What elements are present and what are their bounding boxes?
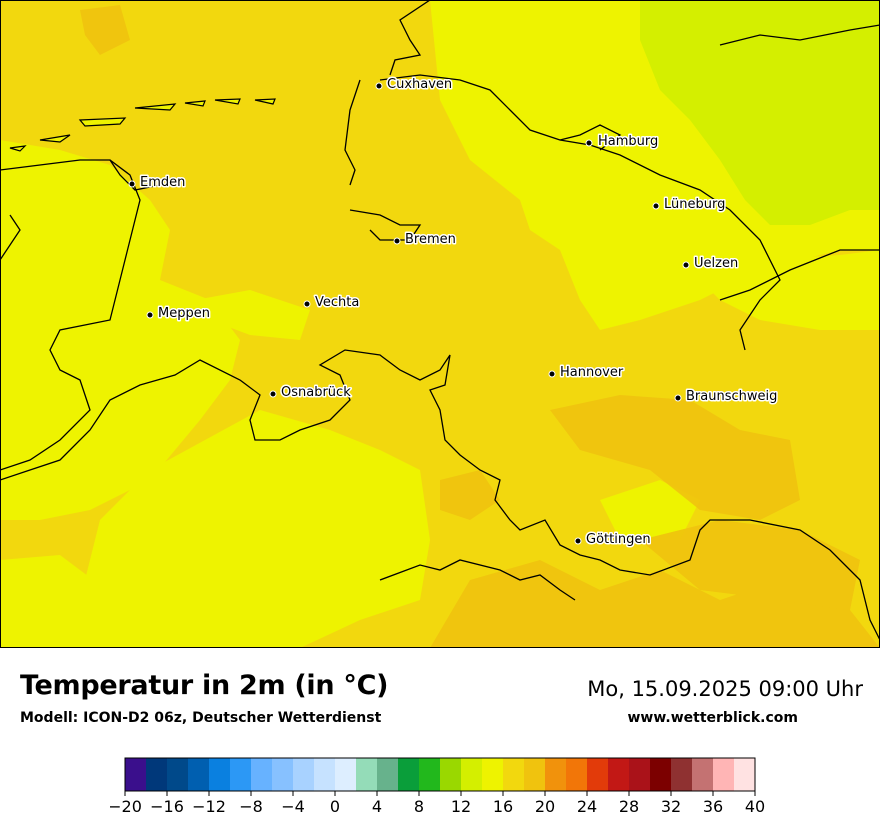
legend-swatch [272,758,294,791]
legend-swatch [566,758,588,791]
legend-swatch [293,758,315,791]
city-label-hamburg: Hamburg [598,134,658,149]
legend-tick-label: 20 [535,797,555,816]
city-label-cuxhaven: Cuxhaven [387,77,452,92]
city-goettingen: Göttingen [574,531,652,549]
legend-swatch [692,758,714,791]
city-meppen: Meppen [146,305,211,323]
legend-swatches [125,758,756,791]
legend-swatch [398,758,420,791]
city-label-bremen: Bremen [405,232,456,247]
city-braunschweig: Braunschweig [674,388,779,406]
legend-swatch [671,758,693,791]
legend-swatch [314,758,336,791]
valid-datetime: Mo, 15.09.2025 09:00 Uhr [587,677,863,701]
city-lueneburg: Lüneburg [652,196,727,214]
city-hannover: Hannover [548,364,625,382]
city-osnabrueck: Osnabrück [269,384,353,402]
legend-swatch [734,758,756,791]
legend-swatch [608,758,630,791]
city-label-hannover: Hannover [560,365,624,380]
legend-swatch [230,758,252,791]
frisian-islands [9,98,276,152]
city-uelzen: Uelzen [682,255,740,273]
legend-swatch [125,758,147,791]
website-link[interactable]: www.wetterblick.com [627,710,799,726]
city-emden: Emden [128,174,187,192]
legend-swatch [209,758,231,791]
city-label-uelzen: Uelzen [694,256,738,271]
legend-tick-label: 40 [745,797,765,816]
legend-swatch [545,758,567,791]
legend-tick-label: 24 [577,797,597,816]
legend-tick-label: 8 [414,797,424,816]
legend-swatch [188,758,210,791]
city-markers: Cuxhaven Hamburg Emden Lüneburg Bremen U… [128,76,779,549]
legend-tick-label: −20 [110,797,142,816]
city-label-vechta: Vechta [315,295,359,310]
city-cuxhaven: Cuxhaven [375,76,454,94]
legend-tick-label: 0 [330,797,340,816]
legend-tick-label: 4 [372,797,382,816]
legend-tick-label: 28 [619,797,639,816]
legend-tick-label: −4 [281,797,305,816]
legend-tick-label: −8 [239,797,263,816]
legend-swatch [251,758,273,791]
city-vechta: Vechta [303,294,361,312]
legend-swatch [587,758,609,791]
legend-swatch [503,758,525,791]
legend-swatch [524,758,546,791]
legend-swatch [419,758,441,791]
legend-frame [124,757,756,792]
coastline-borders [0,0,880,641]
legend-tick-label: 16 [493,797,513,816]
legend-swatch [440,758,462,791]
map-title: Temperatur in 2m (in °C) [20,670,389,701]
city-label-goettingen: Göttingen [586,532,651,547]
legend-tick-label: 32 [661,797,681,816]
city-label-meppen: Meppen [158,306,210,321]
legend-swatch [650,758,672,791]
legend-swatch [377,758,399,791]
color-scale-legend: −20 −16 −12 −8 −4 0 4 8 12 16 20 24 28 32 36 40 [110,757,765,816]
city-label-osnabrueck: Osnabrück [281,385,351,400]
legend-swatch [167,758,189,791]
legend-ticks: −20 −16 −12 −8 −4 0 4 8 12 16 20 24 28 32 36 40 [110,791,765,816]
city-hamburg: Hamburg [585,133,660,151]
legend-swatch [713,758,735,791]
temp-field-14 [640,0,880,225]
city-label-lueneburg: Lüneburg [664,197,725,212]
city-bremen: Bremen [393,231,457,249]
legend-tick-label: −16 [150,797,184,816]
city-label-braunschweig: Braunschweig [686,389,777,404]
model-source: Modell: ICON-D2 06z, Deutscher Wetterdie… [20,710,382,726]
temp-field-20 [80,5,880,648]
legend-tick-label: 36 [703,797,723,816]
legend-swatch [356,758,378,791]
legend-swatch [146,758,168,791]
legend-swatch [335,758,357,791]
temperature-map: Cuxhaven Hamburg Emden Lüneburg Bremen U… [0,0,880,648]
legend-swatch [482,758,504,791]
legend-swatch [461,758,483,791]
legend-tick-label: 12 [451,797,471,816]
legend-tick-label: −12 [192,797,226,816]
city-label-emden: Emden [140,175,185,190]
legend-swatch [629,758,651,791]
